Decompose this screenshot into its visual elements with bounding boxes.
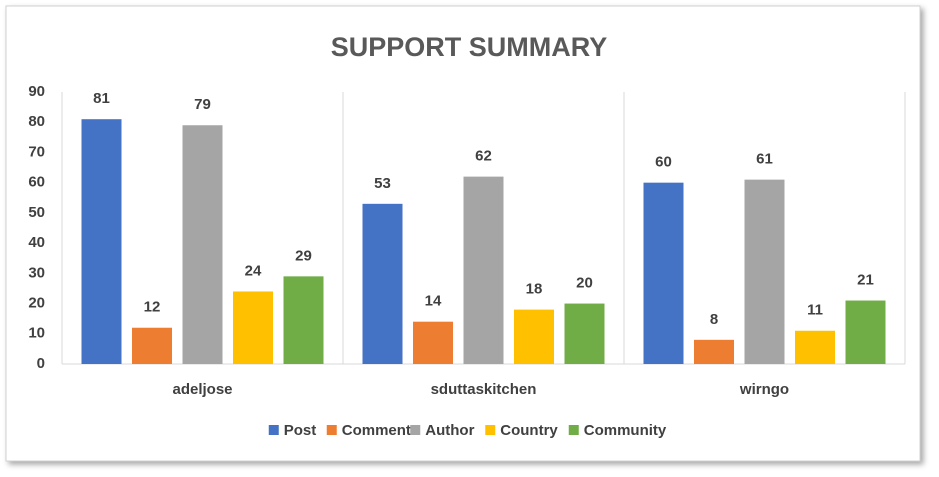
bar [283,276,324,364]
bar [643,182,684,364]
legend-swatch [410,425,421,435]
bar [413,321,453,364]
bar [845,300,886,364]
data-label: 8 [710,311,718,328]
y-tick-label: 20 [28,295,45,312]
data-label: 62 [475,148,492,165]
bar [694,339,734,364]
x-tick-label: sduttaskitchen [431,381,537,398]
y-tick-label: 70 [28,143,45,160]
legend-label: Author [425,422,474,439]
legend-swatch [568,425,579,435]
chart-title: SUPPORT SUMMARY [331,32,608,62]
legend-label: Country [500,422,558,439]
data-label: 18 [526,281,543,298]
data-label: 60 [655,154,672,171]
y-tick-label: 50 [28,204,45,221]
y-tick-label: 60 [28,174,45,191]
data-label: 79 [194,96,211,113]
y-tick-label: 0 [37,355,45,372]
data-label: 24 [245,262,262,279]
bar [463,176,504,364]
legend-swatch [268,425,279,435]
bar [233,291,273,364]
data-label: 14 [425,293,442,310]
bar [132,327,172,364]
bar [362,203,403,364]
bar [182,125,223,364]
data-label: 21 [857,272,874,289]
y-tick-label: 40 [28,234,45,251]
data-label: 29 [295,247,312,264]
legend-swatch [485,425,496,435]
legend-swatch [326,425,337,435]
legend-label: Comment [342,422,411,439]
data-label: 20 [576,275,593,292]
y-tick-label: 90 [28,83,45,100]
legend-label: Post [284,422,317,439]
x-tick-label: adeljose [172,381,232,398]
data-label: 81 [93,90,110,107]
bar [81,119,122,364]
x-tick-label: wirngo [739,381,789,398]
y-tick-label: 10 [28,325,45,342]
y-tick-label: 30 [28,264,45,281]
data-label: 61 [756,151,773,168]
legend-label: Community [584,422,667,439]
y-tick-label: 80 [28,113,45,130]
bar [564,303,605,364]
data-label: 11 [807,302,823,319]
data-label: 53 [374,175,391,192]
data-label: 12 [144,299,161,316]
bar [744,179,785,364]
bar [795,330,835,364]
bar [514,309,554,364]
